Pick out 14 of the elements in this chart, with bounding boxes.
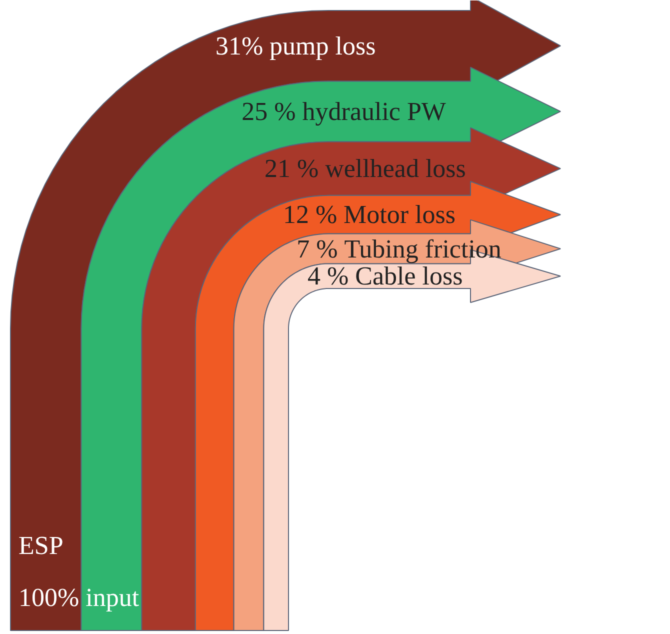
category-label: wellhead loss <box>325 154 466 184</box>
category-label: Cable loss <box>355 262 463 291</box>
data-label: 12 % <box>282 200 338 230</box>
text: ESP <box>18 531 64 560</box>
category-label: pump loss <box>270 31 376 60</box>
data-label: 25 % <box>242 96 296 126</box>
data-label: 7 % <box>296 234 338 264</box>
data-label: 31% <box>215 31 264 60</box>
category-label: Tubing friction <box>344 234 502 264</box>
data-label: 4 % <box>308 262 349 291</box>
category-label: Motor loss <box>344 200 456 230</box>
data-label: 21 % <box>264 154 319 184</box>
text: 100% input <box>18 583 140 612</box>
category-label: hydraulic PW <box>302 96 446 126</box>
